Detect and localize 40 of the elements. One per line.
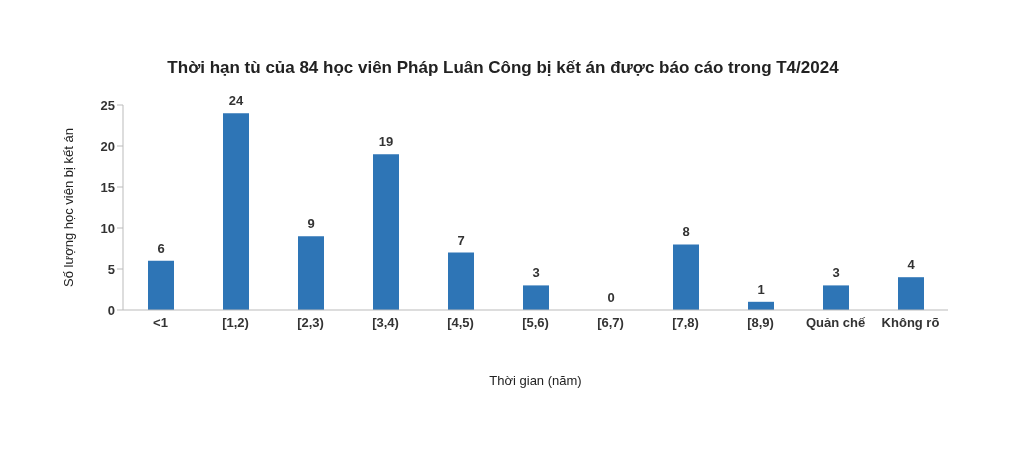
bar bbox=[223, 113, 249, 310]
data-label: 8 bbox=[682, 224, 690, 240]
y-tick-label: 20 bbox=[100, 138, 115, 154]
x-tick-label: Quản chế bbox=[805, 315, 866, 331]
data-label: 3 bbox=[832, 265, 840, 281]
data-label: 6 bbox=[157, 240, 165, 256]
y-tick-label: 5 bbox=[107, 261, 115, 277]
x-tick-label: [6,7) bbox=[597, 315, 624, 331]
bar bbox=[148, 260, 174, 310]
data-label: 0 bbox=[607, 289, 615, 305]
y-tick-label: 0 bbox=[107, 302, 115, 318]
x-tick-label: [8,9) bbox=[747, 315, 774, 331]
bar bbox=[673, 244, 699, 310]
data-label: 9 bbox=[307, 216, 315, 232]
data-label: 24 bbox=[228, 93, 244, 109]
x-tick-label: Không rõ bbox=[881, 315, 940, 331]
x-tick-label: [1,2) bbox=[222, 315, 249, 331]
data-label: 4 bbox=[907, 257, 916, 273]
bar bbox=[298, 236, 324, 310]
bar bbox=[823, 285, 849, 310]
x-tick-label: [2,3) bbox=[297, 315, 324, 331]
x-tick-label: [4,5) bbox=[447, 315, 474, 331]
data-label: 3 bbox=[532, 265, 540, 281]
bar bbox=[448, 252, 474, 310]
x-tick-label: [7,8) bbox=[672, 315, 699, 331]
y-axis-title: Số lượng học viên bị kết án bbox=[60, 128, 76, 287]
data-label: 1 bbox=[757, 281, 765, 297]
y-tick-label: 25 bbox=[100, 97, 115, 113]
bar bbox=[898, 277, 924, 310]
chart-title: Thời hạn tù của 84 học viên Pháp Luân Công bị kết án được báo cáo trong T4/2024 bbox=[166, 58, 840, 78]
y-tick-label: 10 bbox=[100, 220, 115, 236]
data-label: 19 bbox=[378, 134, 394, 150]
bar bbox=[523, 285, 549, 310]
x-axis-title: Thời gian (năm) bbox=[489, 373, 582, 388]
x-tick-label: [5,6) bbox=[522, 315, 549, 331]
bar bbox=[373, 154, 399, 310]
x-tick-label: <1 bbox=[153, 315, 168, 331]
y-tick-label: 15 bbox=[100, 179, 115, 195]
x-tick-label: [3,4) bbox=[372, 315, 399, 331]
data-label: 7 bbox=[457, 232, 465, 248]
